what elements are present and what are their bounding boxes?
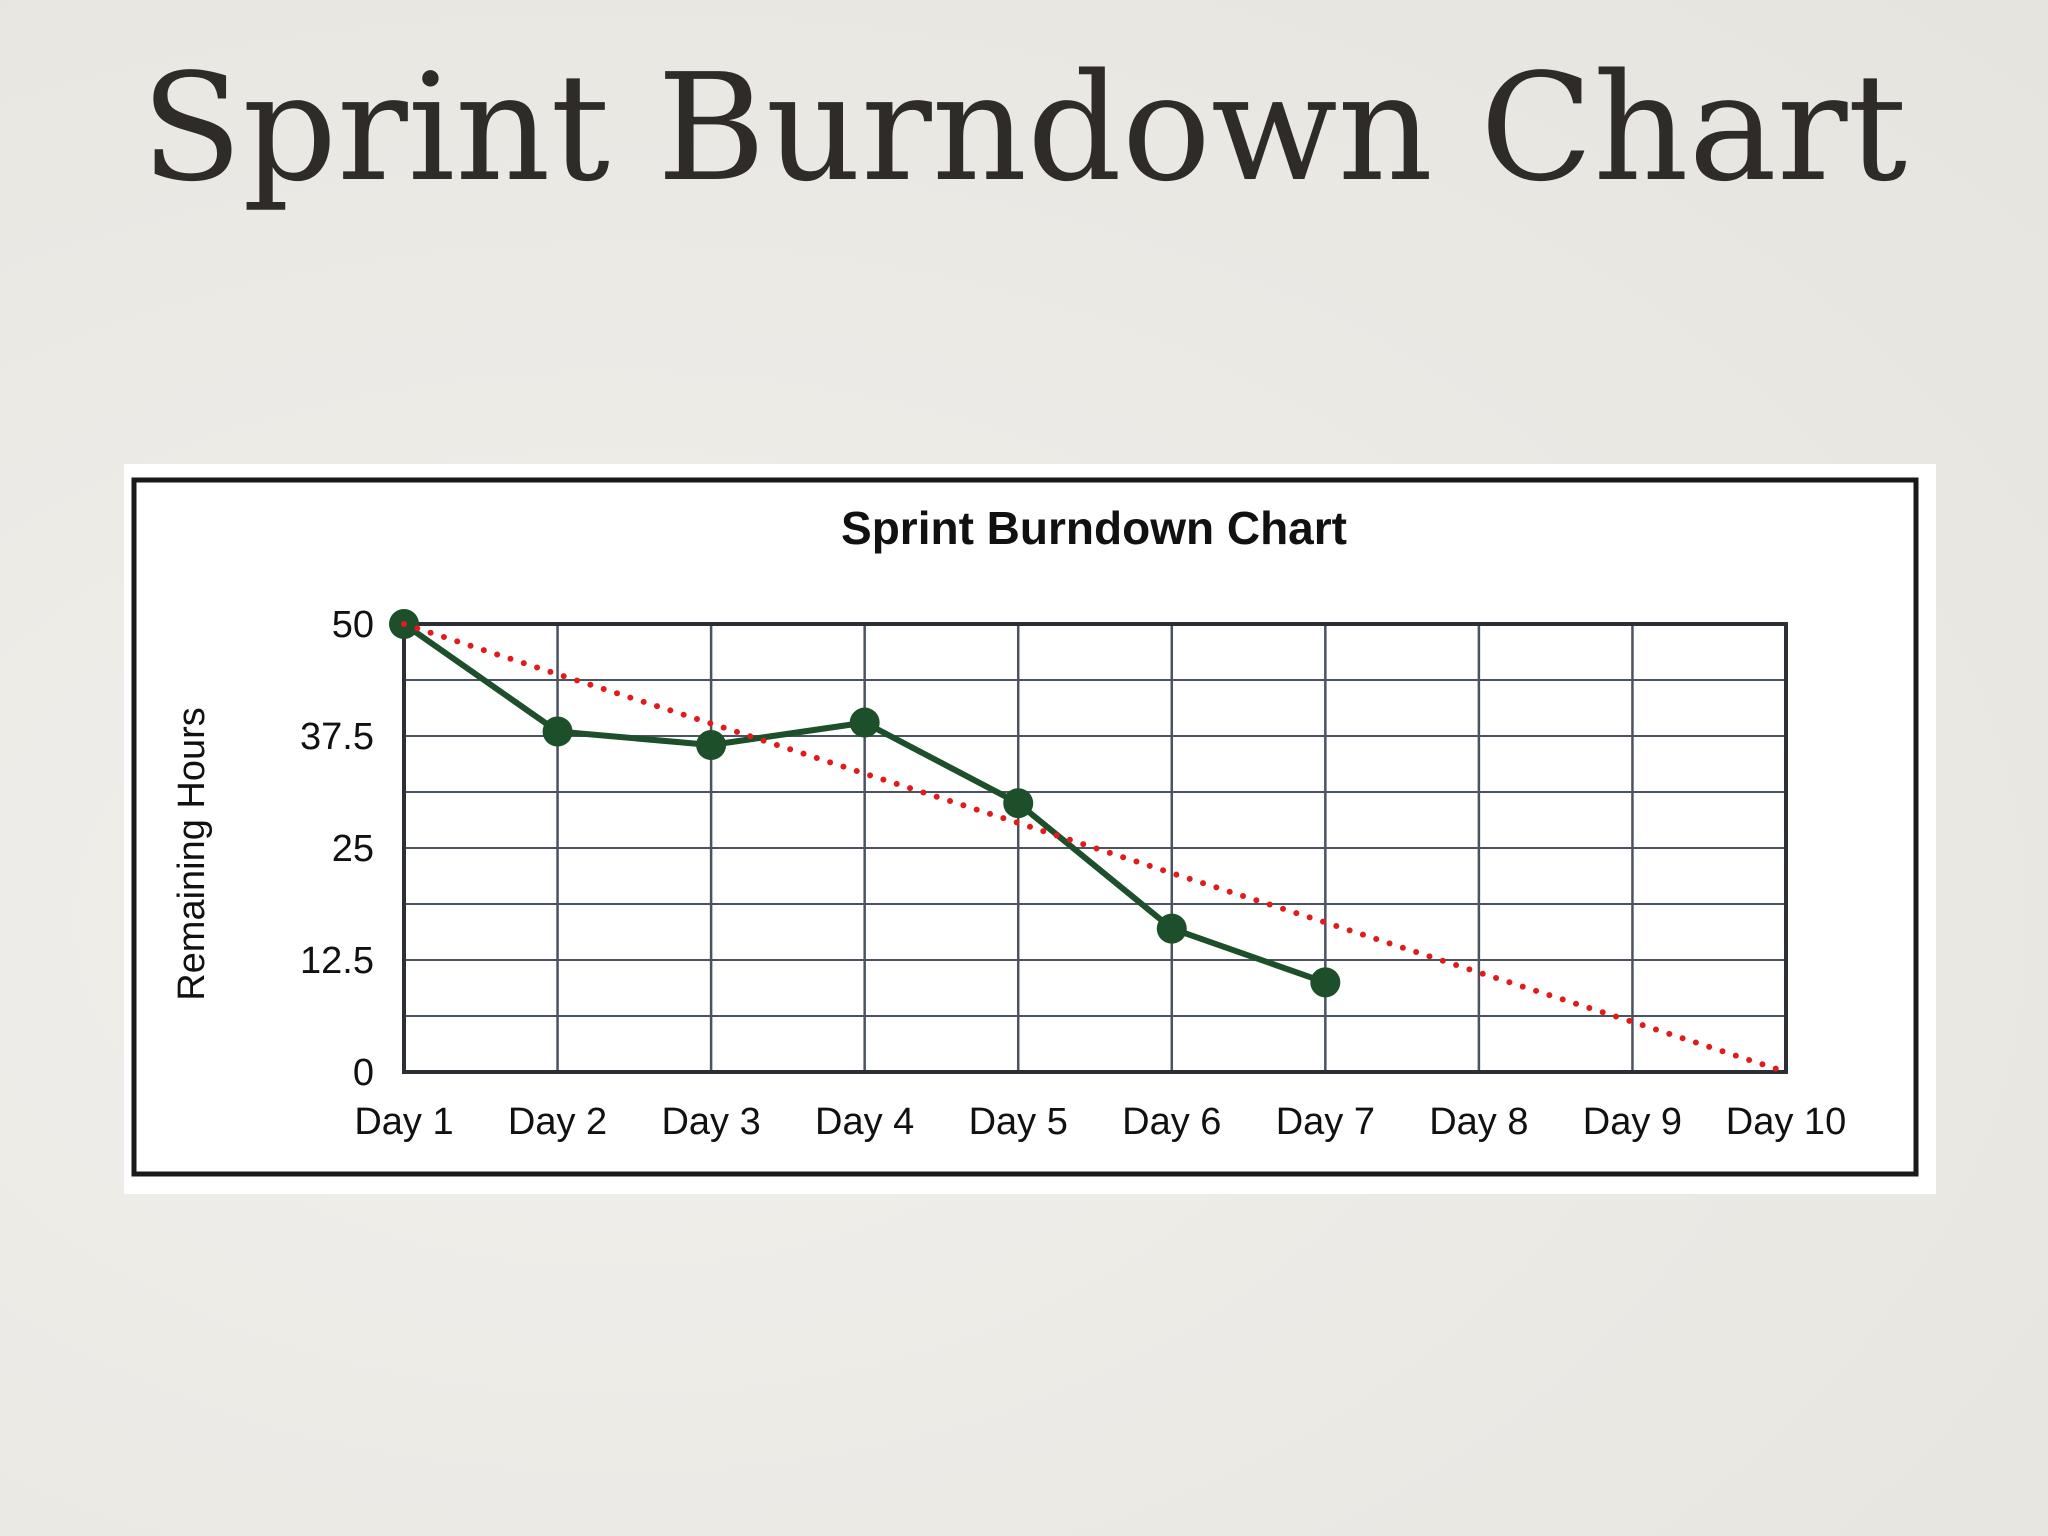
x-tick-label: Day 7 <box>1276 1101 1375 1143</box>
x-tick-label: Day 9 <box>1583 1101 1682 1143</box>
x-tick-label: Day 6 <box>1122 1101 1221 1143</box>
y-tick-label: 37.5 <box>300 716 374 758</box>
x-tick-label: Day 1 <box>354 1101 453 1143</box>
y-tick-label: 50 <box>332 604 374 646</box>
burndown-chart: 0 12.5 25 37.5 50 Day 1 Day 2 Day 3 Day 4 Day 5 Da… <box>131 477 1919 1177</box>
slide-title: Sprint Burndown Chart <box>140 42 1908 214</box>
y-tick-label: 12.5 <box>300 940 374 982</box>
x-tick-label: Day 4 <box>815 1101 914 1143</box>
data-point <box>542 716 573 747</box>
y-tick-label: 0 <box>353 1052 374 1094</box>
chart-frame <box>131 477 1919 1177</box>
data-point <box>696 729 727 760</box>
x-tick-label: Day 2 <box>508 1101 607 1143</box>
series-layer <box>389 609 1789 1075</box>
x-tick-label: Day 10 <box>1726 1101 1846 1143</box>
data-point <box>1310 967 1341 998</box>
data-point <box>849 707 880 738</box>
y-axis-label: Remaining Hours <box>171 707 213 1001</box>
x-tick-label: Day 8 <box>1429 1101 1528 1143</box>
chart-card: 0 12.5 25 37.5 50 Day 1 Day 2 Day 3 Day 4 Day 5 Da… <box>124 464 1936 1194</box>
x-tick-label: Day 3 <box>661 1101 760 1143</box>
axis-layer: 0 12.5 25 37.5 50 Day 1 Day 2 Day 3 Day 4 Day 5 Da… <box>300 604 1846 1143</box>
x-tick-label: Day 5 <box>969 1101 1068 1143</box>
y-tick-label: 25 <box>332 828 374 870</box>
ideal-burndown-line <box>401 621 1789 1075</box>
data-point <box>1003 788 1034 819</box>
data-point <box>1156 913 1187 944</box>
chart-title: Sprint Burndown Chart <box>841 502 1347 554</box>
plot-border <box>402 622 1788 1074</box>
